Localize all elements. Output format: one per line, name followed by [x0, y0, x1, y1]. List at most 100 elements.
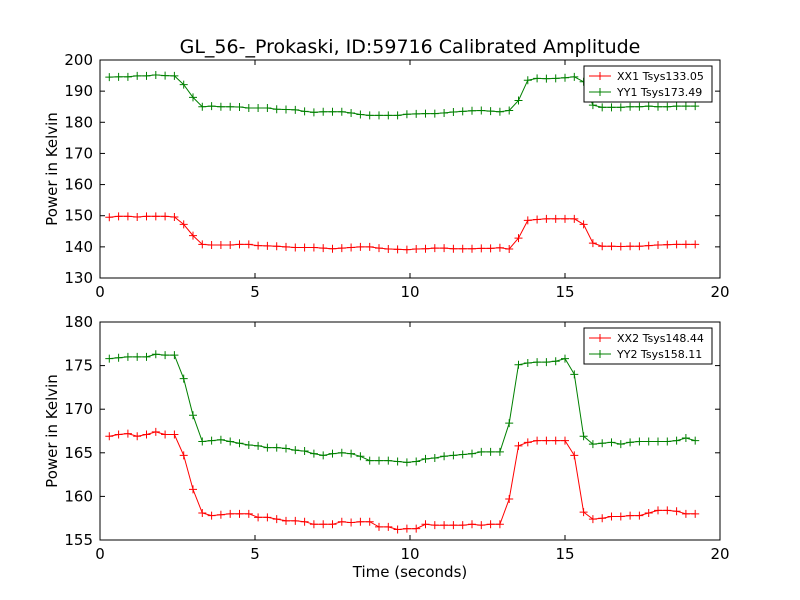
data-point	[375, 522, 383, 531]
data-point	[495, 447, 504, 456]
data-point	[672, 436, 681, 445]
data-point	[347, 108, 356, 117]
data-point	[133, 71, 142, 80]
data-point	[542, 214, 551, 223]
data-point	[170, 351, 179, 360]
data-point	[421, 454, 430, 463]
data-point	[207, 240, 216, 249]
data-point	[272, 242, 281, 251]
data-point	[523, 76, 532, 85]
data-point	[477, 521, 486, 530]
x-tick-label: 15	[555, 283, 574, 301]
legend-marker	[596, 88, 604, 96]
legend-box	[583, 327, 713, 365]
x-tick-label: 10	[400, 283, 419, 301]
series-line-xx2	[109, 431, 696, 531]
x-tick-label: 5	[250, 283, 260, 301]
legend-marker	[596, 350, 604, 358]
series-xx1	[105, 212, 700, 254]
data-point	[263, 103, 272, 112]
data-point	[151, 70, 160, 79]
data-point	[477, 447, 486, 456]
data-point	[440, 108, 449, 117]
data-point	[449, 108, 458, 117]
data-point	[421, 520, 430, 529]
y-tick-label: 140	[64, 238, 93, 256]
data-point	[309, 108, 318, 117]
data-point	[430, 109, 439, 118]
data-point	[542, 358, 551, 367]
data-point	[663, 437, 672, 446]
data-point	[495, 107, 504, 116]
data-point	[607, 103, 616, 112]
legend-label: XX2 Tsys148.44	[617, 332, 704, 345]
data-point	[189, 231, 197, 240]
data-point	[523, 216, 532, 225]
data-point	[189, 485, 197, 494]
data-point	[179, 220, 188, 229]
data-point	[691, 436, 700, 445]
data-point	[412, 524, 421, 533]
data-point	[681, 509, 690, 518]
y-tick-label: 160	[64, 176, 93, 194]
figure-title: GL_56-_Prokaski, ID:59716 Calibrated Amp…	[180, 36, 641, 58]
data-point	[449, 521, 458, 530]
data-point	[226, 437, 235, 446]
data-point	[347, 449, 356, 458]
data-point	[551, 436, 560, 445]
data-point	[570, 72, 579, 81]
data-point	[337, 107, 346, 116]
legend-marker	[596, 72, 604, 80]
data-point	[142, 71, 151, 80]
data-point	[672, 240, 681, 249]
y-tick-label: 180	[64, 313, 93, 331]
data-point	[393, 245, 402, 254]
data-point	[672, 102, 681, 111]
data-point	[309, 243, 318, 252]
legend-entry-yy1: YY1 Tsys173.49	[589, 86, 702, 99]
data-point	[291, 446, 300, 455]
data-point	[561, 73, 569, 82]
data-point	[477, 106, 486, 115]
data-point	[328, 449, 337, 458]
data-point	[570, 451, 579, 460]
x-tick-label: 15	[555, 545, 574, 563]
y-tick-label: 160	[64, 487, 93, 505]
data-point	[551, 357, 560, 366]
data-point	[486, 244, 495, 253]
data-point	[133, 212, 142, 221]
data-point	[635, 102, 644, 111]
data-point	[598, 514, 607, 523]
data-point	[393, 525, 402, 534]
data-point	[486, 447, 495, 456]
data-point	[235, 240, 244, 249]
data-point	[244, 103, 253, 112]
data-point	[672, 507, 681, 516]
data-point	[635, 511, 644, 520]
data-point	[235, 509, 244, 518]
data-point	[681, 433, 690, 442]
data-point	[533, 436, 542, 445]
data-point	[216, 102, 225, 111]
data-point	[235, 103, 244, 112]
x-tick-label: 0	[95, 545, 105, 563]
data-point	[198, 240, 207, 249]
data-point	[263, 241, 272, 250]
y-tick-label: 190	[64, 82, 93, 100]
y-tick-label: 165	[64, 444, 93, 462]
legend-entry-yy2: YY2 Tsys158.11	[589, 348, 702, 361]
data-point	[123, 212, 132, 221]
data-point	[533, 74, 542, 83]
series-xx2	[105, 427, 700, 534]
data-point	[402, 458, 411, 467]
data-point	[161, 430, 170, 439]
data-point	[616, 103, 625, 112]
legend-label: XX1 Tsys133.05	[617, 70, 704, 83]
data-point	[598, 242, 607, 251]
data-point	[207, 436, 216, 445]
data-point	[207, 102, 216, 111]
data-point	[309, 449, 318, 458]
data-point	[551, 74, 560, 83]
data-point	[254, 103, 263, 112]
